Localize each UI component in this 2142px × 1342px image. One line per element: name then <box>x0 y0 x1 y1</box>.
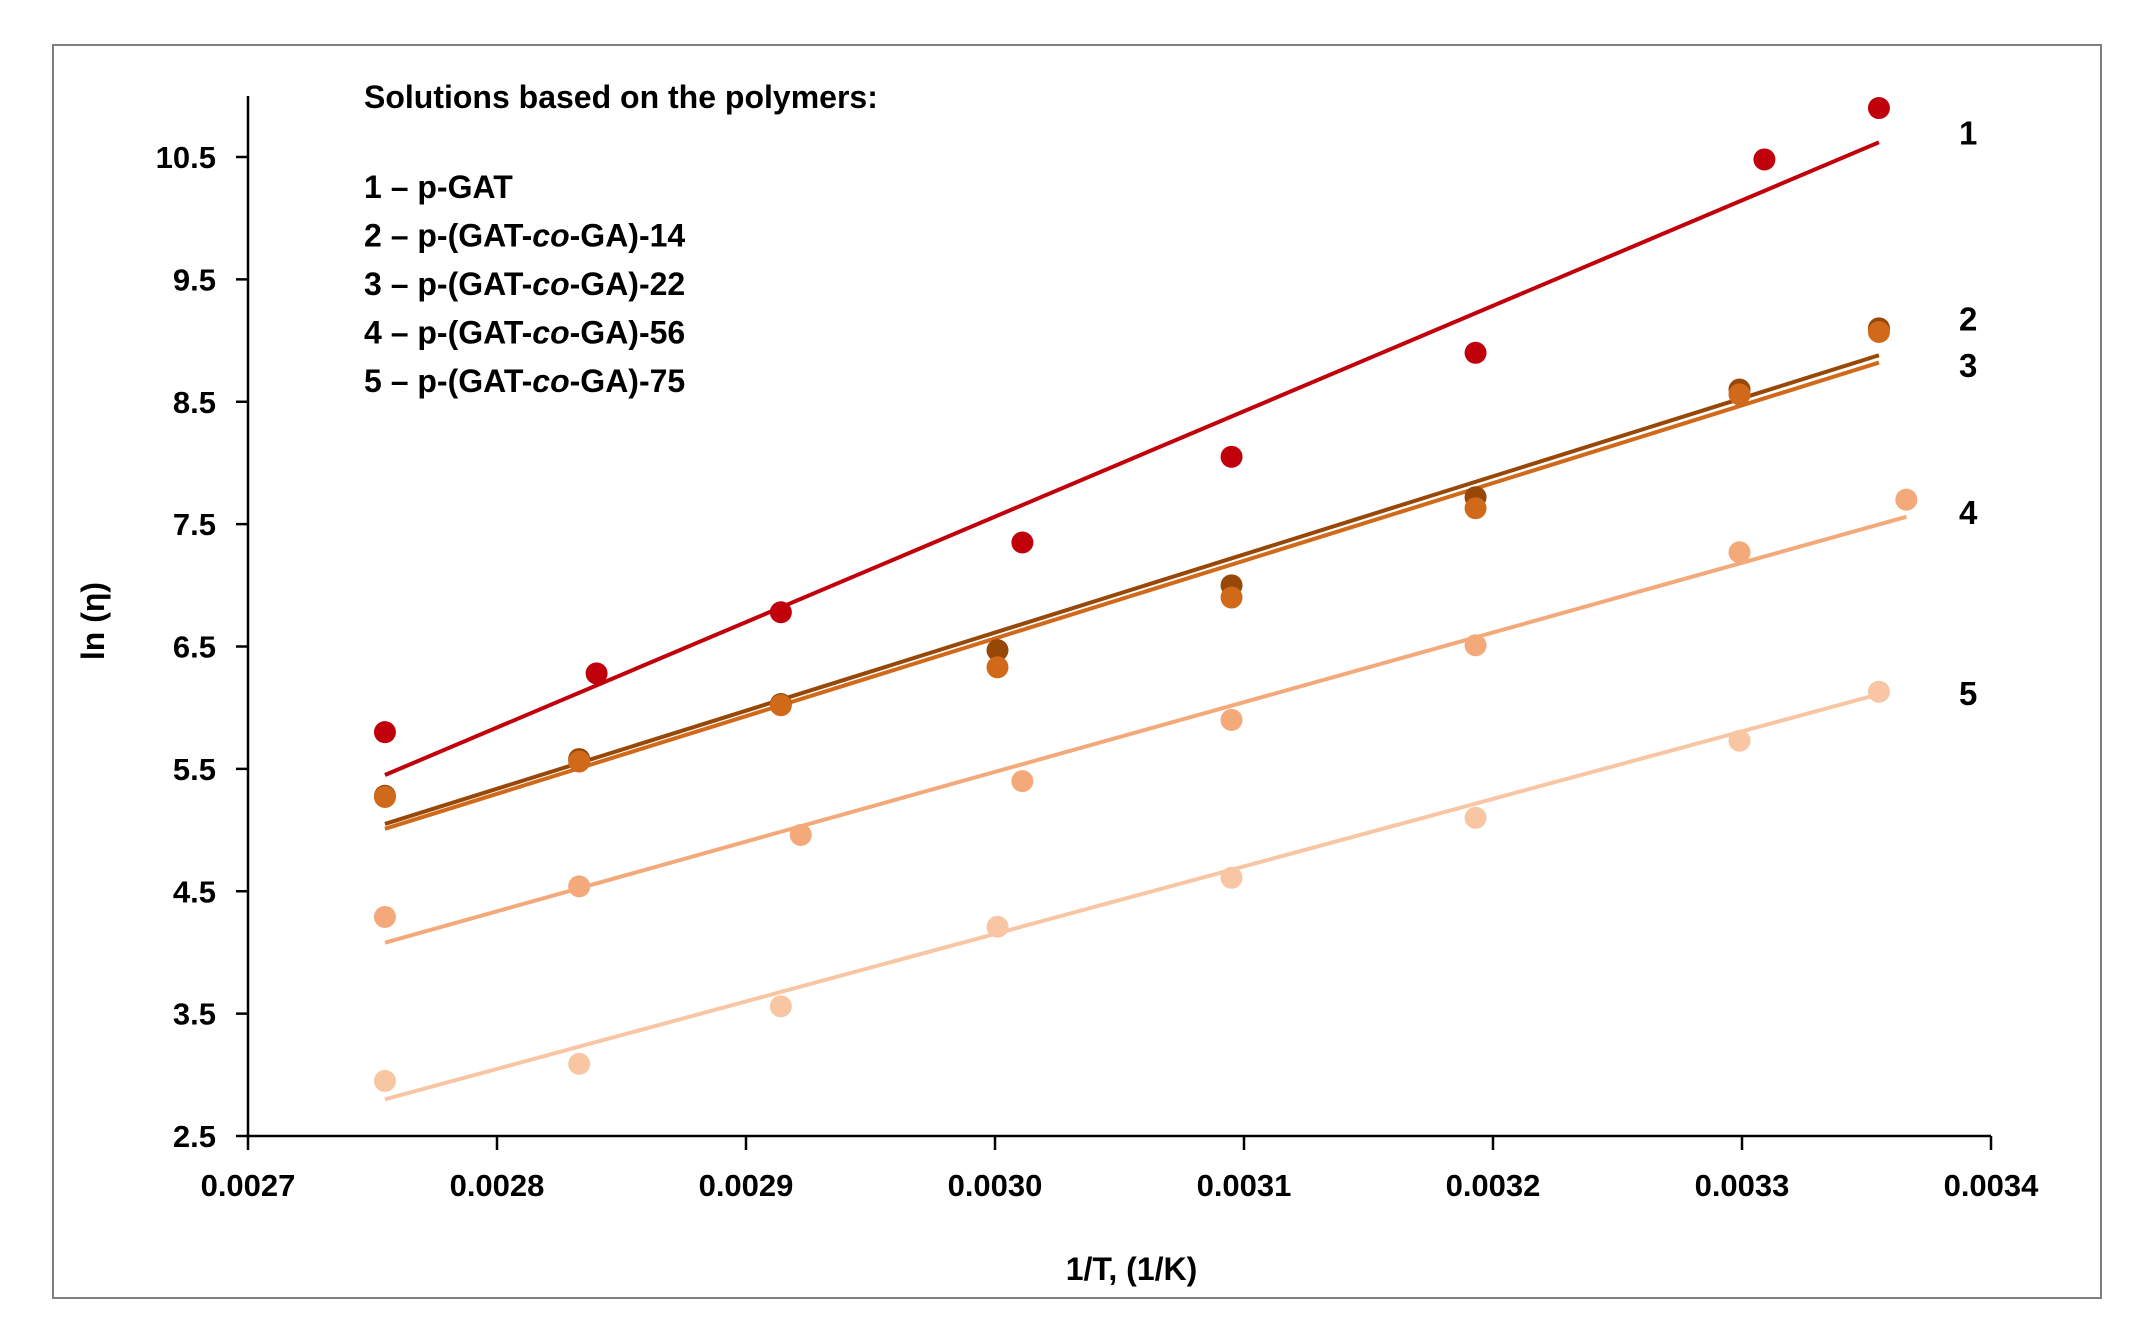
data-point-series-5 <box>769 995 792 1018</box>
data-point-series-1 <box>585 662 608 685</box>
data-point-series-4 <box>1464 634 1487 657</box>
data-point-series-3 <box>1867 320 1890 343</box>
data-point-series-1 <box>373 721 396 744</box>
legend-entry-text: 3 – p-(GAT- <box>364 266 532 302</box>
series-label-2: 2 <box>1959 301 1977 338</box>
legend-entry-text: 5 – p-(GAT- <box>364 363 532 399</box>
data-point-series-3 <box>1464 497 1487 520</box>
fit-line-series-5 <box>384 692 1880 1102</box>
x-tick-label: 0.0030 <box>948 1168 1043 1203</box>
y-tick-label: 8.5 <box>173 385 216 420</box>
legend-heading: Solutions based on the polymers: <box>364 79 878 115</box>
y-tick-label: 5.5 <box>173 752 216 787</box>
y-tick-label: 2.5 <box>173 1119 216 1154</box>
data-point-series-3 <box>373 786 396 809</box>
fit-line-series-1 <box>384 140 1880 777</box>
fit-line-series-4 <box>384 514 1907 945</box>
data-point-series-5 <box>1220 866 1243 889</box>
data-point-series-3 <box>568 750 591 773</box>
legend-entry-italic: co <box>532 218 569 254</box>
data-point-series-3 <box>986 656 1009 679</box>
x-tick-label: 0.0029 <box>699 1168 794 1203</box>
axes: 0.0027 0.0028 0.0029 0.0030 0.0031 0.0032 0.00… <box>75 96 2039 1287</box>
data-point-series-4 <box>1728 541 1751 564</box>
data-point-series-1 <box>769 601 792 624</box>
legend-entry-text: 4 – p-(GAT- <box>364 315 532 351</box>
data-point-series-3 <box>1728 383 1751 406</box>
x-tick-label: 0.0034 <box>1944 1168 2040 1203</box>
legend: Solutions based on the polymers: 1 – p-G… <box>364 79 878 399</box>
x-tick-label: 0.0033 <box>1695 1168 1790 1203</box>
legend-entry-text: 1 – p-GAT <box>364 169 513 205</box>
legend-entry-text: -GA)-22 <box>570 266 686 302</box>
legend-entry-5: 5 – p-(GAT-co-GA)-75 <box>364 363 685 399</box>
chart-frame: 0.0027 0.0028 0.0029 0.0030 0.0031 0.0032 0.00… <box>52 44 2102 1299</box>
y-tick-label: 6.5 <box>173 630 216 665</box>
data-point-series-1 <box>1867 97 1890 120</box>
x-axis-title: 1/T, (1/K) <box>1066 1251 1198 1287</box>
legend-entry-text: -GA)-75 <box>570 363 686 399</box>
legend-entry-text: -GA)-56 <box>570 315 686 351</box>
y-tick-label: 4.5 <box>173 874 216 909</box>
data-point-series-1 <box>1220 445 1243 468</box>
y-tick-label: 3.5 <box>173 997 216 1032</box>
data-point-series-2 <box>986 639 1009 662</box>
data-point-series-4 <box>568 875 591 898</box>
data-point-series-4 <box>1895 488 1918 511</box>
x-tick-label: 0.0028 <box>450 1168 545 1203</box>
legend-entry-4: 4 – p-(GAT-co-GA)-56 <box>364 315 685 351</box>
legend-entry-italic: co <box>532 363 569 399</box>
data-point-series-4 <box>373 905 396 928</box>
series-labels: 1 2 3 4 5 <box>1959 115 1978 712</box>
y-tick-label: 7.5 <box>173 507 216 542</box>
data-point-series-5 <box>1867 680 1890 703</box>
data-point-series-5 <box>1464 806 1487 829</box>
legend-entry-text: 2 – p-(GAT- <box>364 218 532 254</box>
data-point-series-4 <box>1011 770 1034 793</box>
data-points <box>373 97 1918 1092</box>
y-tick-label: 10.5 <box>156 140 216 175</box>
fit-lines <box>384 140 1907 1102</box>
data-point-series-4 <box>1220 708 1243 731</box>
x-tick-label: 0.0031 <box>1197 1168 1292 1203</box>
data-point-series-1 <box>1464 341 1487 364</box>
legend-entry-3: 3 – p-(GAT-co-GA)-22 <box>364 266 685 302</box>
data-point-series-3 <box>769 694 792 717</box>
x-tick-label: 0.0032 <box>1446 1168 1541 1203</box>
data-point-series-3 <box>1220 586 1243 609</box>
data-point-series-4 <box>789 823 812 846</box>
fit-line-series-3 <box>384 360 1880 831</box>
data-point-series-5 <box>986 915 1009 938</box>
y-axis-title: ln (η) <box>75 582 111 660</box>
series-label-5: 5 <box>1959 675 1977 712</box>
data-point-series-5 <box>568 1052 591 1075</box>
series-label-3: 3 <box>1959 347 1977 384</box>
data-point-series-1 <box>1011 531 1034 554</box>
legend-entry-italic: co <box>532 266 569 302</box>
series-label-1: 1 <box>1959 115 1977 152</box>
series-label-4: 4 <box>1959 494 1978 531</box>
legend-entry-2: 2 – p-(GAT-co-GA)-14 <box>364 218 685 254</box>
plot-area: 0.0027 0.0028 0.0029 0.0030 0.0031 0.0032 0.00… <box>75 79 2039 1287</box>
data-point-series-5 <box>1728 729 1751 752</box>
legend-entry-text: -GA)-14 <box>570 218 686 254</box>
legend-entry-italic: co <box>532 315 569 351</box>
y-tick-label: 9.5 <box>173 262 216 297</box>
data-point-series-5 <box>373 1069 396 1092</box>
fit-line-series-2 <box>384 353 1880 826</box>
data-point-series-1 <box>1753 148 1776 171</box>
x-tick-label: 0.0027 <box>201 1168 296 1203</box>
legend-entry-1: 1 – p-GAT <box>364 169 513 205</box>
